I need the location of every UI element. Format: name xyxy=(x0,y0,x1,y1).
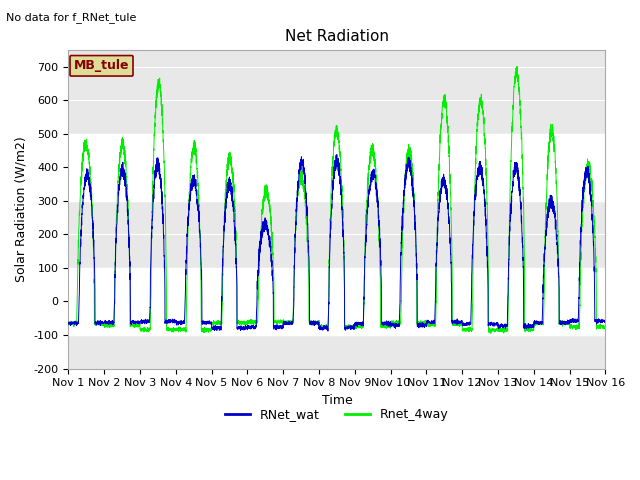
X-axis label: Time: Time xyxy=(321,394,352,407)
Title: Net Radiation: Net Radiation xyxy=(285,29,389,44)
Rnet_4way xyxy=(602,325,609,331)
RNet_wat xyxy=(488,322,495,327)
Text: No data for f_RNet_tule: No data for f_RNet_tule xyxy=(6,12,137,23)
Rnet_4way xyxy=(317,325,324,331)
Rnet_4way xyxy=(487,330,495,336)
Y-axis label: Solar Radiation (W/m2): Solar Radiation (W/m2) xyxy=(15,136,28,282)
RNet_wat xyxy=(324,328,332,334)
Rnet_4way xyxy=(488,328,495,334)
RNet_wat xyxy=(428,319,435,325)
Text: MB_tule: MB_tule xyxy=(74,60,129,72)
RNet_wat xyxy=(601,318,609,324)
RNet_wat xyxy=(161,287,169,292)
RNet_wat xyxy=(458,319,465,325)
Line: RNet_wat: RNet_wat xyxy=(68,155,605,331)
RNet_wat xyxy=(333,152,340,157)
RNet_wat xyxy=(602,316,609,322)
RNet_wat xyxy=(65,321,72,327)
Rnet_4way xyxy=(513,63,521,69)
Legend: RNet_wat, Rnet_4way: RNet_wat, Rnet_4way xyxy=(220,403,454,426)
RNet_wat xyxy=(317,325,324,331)
Rnet_4way xyxy=(601,325,609,331)
Bar xyxy=(68,268,605,335)
Rnet_4way xyxy=(161,193,169,199)
Rnet_4way xyxy=(65,320,72,326)
Rnet_4way xyxy=(428,323,435,328)
Rnet_4way xyxy=(457,320,465,326)
Line: Rnet_4way: Rnet_4way xyxy=(68,66,605,333)
Bar xyxy=(68,133,605,201)
